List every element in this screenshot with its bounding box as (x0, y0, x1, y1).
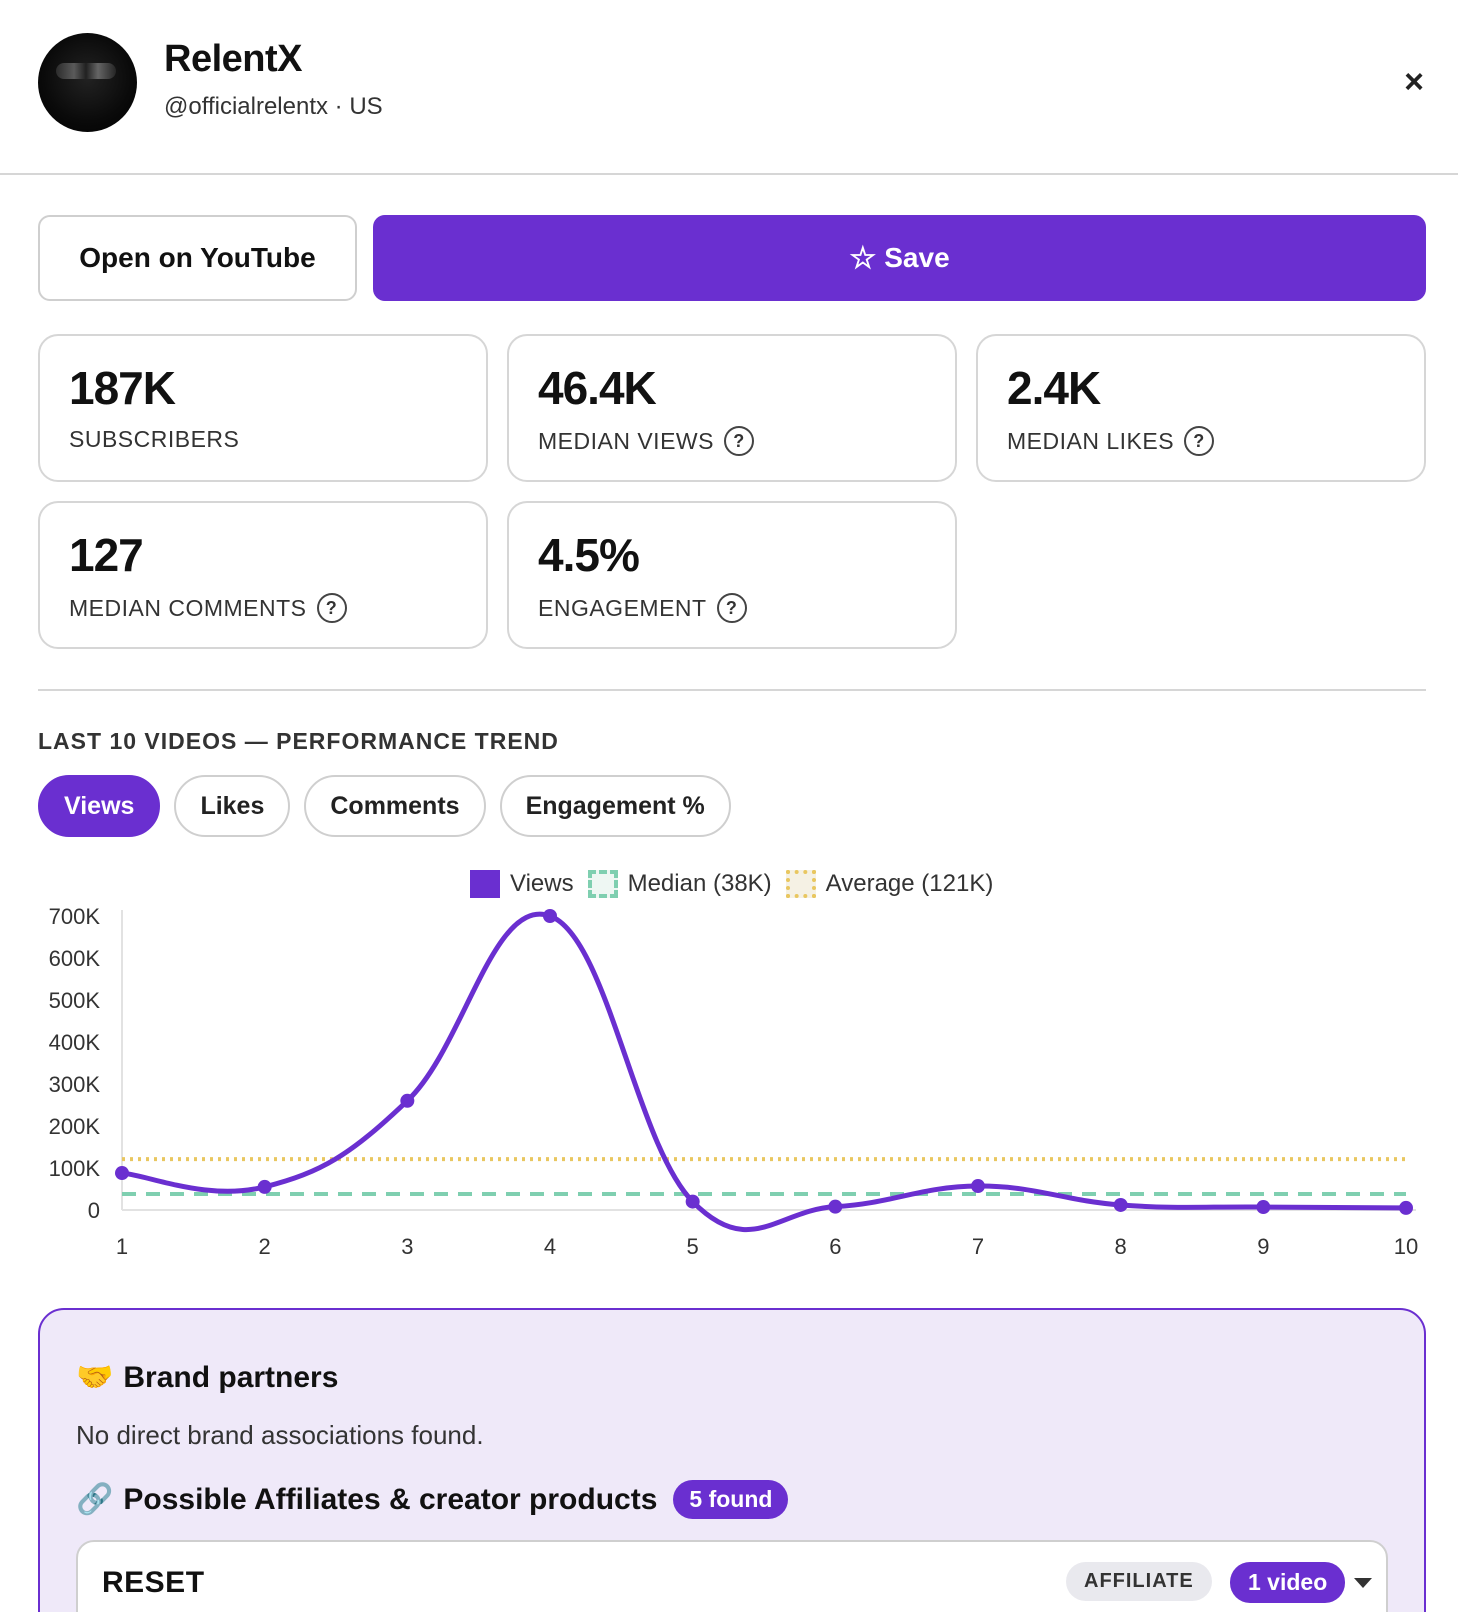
views-data-point (1399, 1200, 1413, 1215)
y-tick-label: 100K (49, 1156, 101, 1181)
y-tick-label: 0 (88, 1198, 100, 1223)
stat-value: 4.5% (538, 529, 640, 581)
brand-partners-text: No direct brand associations found. (76, 1420, 484, 1450)
found-count-badge: 5 found (673, 1480, 789, 1519)
close-icon[interactable]: × (1404, 63, 1424, 101)
stat-value: 46.4K (538, 362, 657, 414)
legend-label: Average (121K) (825, 870, 994, 897)
help-icon[interactable]: ? (723, 426, 754, 456)
stat-card-median-likes: 2.4K MEDIAN LIKES? (976, 334, 1426, 482)
stat-card-median-comments: 127 MEDIAN COMMENTS? (38, 501, 488, 649)
video-count-badge: 1 video (1230, 1562, 1346, 1603)
views-series-line (121, 911, 1407, 1232)
legend-item-median[interactable]: Median (38K) (587, 870, 772, 898)
x-tick-label: 1 (116, 1234, 128, 1259)
stat-value: 127 (69, 529, 144, 581)
help-icon[interactable]: ? (1184, 426, 1215, 456)
brand-partners-title: 🤝 Brand partners (76, 1360, 339, 1395)
x-tick-label: 4 (544, 1234, 556, 1259)
stat-label: MEDIAN LIKES (1007, 427, 1175, 454)
views-data-point (1256, 1200, 1271, 1215)
affiliate-type-badge: AFFILIATE (1066, 1562, 1212, 1601)
chevron-down-icon[interactable] (1354, 1578, 1372, 1588)
save-label: Save (884, 242, 950, 273)
affiliates-title: 🔗 Possible Affiliates & creator products… (76, 1480, 789, 1519)
save-button[interactable]: ☆ Save (373, 215, 1426, 301)
views-data-point (400, 1093, 415, 1108)
y-tick-label: 700K (49, 904, 101, 929)
y-tick-label: 300K (49, 1072, 101, 1097)
stat-label: MEDIAN VIEWS (538, 427, 714, 454)
chart-legend: Views Median (38K) Average (121K) (470, 870, 993, 898)
x-tick-label: 9 (1257, 1234, 1269, 1259)
stat-label: ENGAGEMENT (538, 594, 707, 621)
avatar (38, 33, 137, 132)
y-tick-label: 200K (49, 1114, 101, 1139)
affiliate-item[interactable]: RESET AFFILIATE 1 video (76, 1540, 1388, 1612)
tab-engagement[interactable]: Engagement % (499, 775, 731, 837)
x-tick-label: 2 (259, 1234, 271, 1259)
section-divider (38, 689, 1426, 691)
brand-partners-panel: 🤝 Brand partners No direct brand associa… (38, 1308, 1426, 1612)
x-tick-label: 8 (1115, 1234, 1127, 1259)
stat-value: 2.4K (1007, 362, 1101, 414)
metric-tabs: Views Likes Comments Engagement % (38, 775, 731, 837)
performance-chart: 0 100K 200K 300K 400K 500K 600K 700K 1 2 3 4 5 6 7 8 9 10 (49, 904, 1419, 1259)
x-tick-label: 5 (687, 1234, 699, 1259)
views-data-point (685, 1194, 700, 1209)
x-tick-label: 3 (401, 1234, 413, 1259)
stat-label: MEDIAN COMMENTS (69, 594, 307, 621)
views-data-point (257, 1179, 272, 1194)
stat-label: SUBSCRIBERS (69, 426, 240, 452)
views-data-point (115, 1166, 129, 1181)
x-tick-label: 7 (972, 1234, 984, 1259)
trend-section-title: LAST 10 VIDEOS — PERFORMANCE TREND (38, 728, 559, 754)
star-icon: ☆ (849, 241, 877, 275)
channel-handle: @officialrelentx · US (164, 93, 383, 120)
views-data-point (828, 1199, 843, 1214)
help-icon[interactable]: ? (316, 593, 347, 623)
y-tick-label: 500K (49, 988, 101, 1013)
stat-card-median-views: 46.4K MEDIAN VIEWS? (507, 334, 957, 482)
legend-label: Median (38K) (627, 870, 772, 897)
tab-comments[interactable]: Comments (304, 775, 486, 837)
stat-value: 187K (69, 362, 176, 414)
views-data-point (543, 909, 557, 923)
y-tick-label: 400K (49, 1030, 101, 1055)
open-on-youtube-button[interactable]: Open on YouTube (38, 215, 357, 301)
x-tick-label: 10 (1394, 1234, 1418, 1259)
link-icon: 🔗 (76, 1483, 114, 1516)
legend-item-average[interactable]: Average (121K) (785, 870, 994, 898)
legend-label: Views (510, 870, 574, 897)
tab-likes[interactable]: Likes (174, 775, 291, 837)
stat-card-subscribers: 187K SUBSCRIBERS (38, 334, 488, 482)
x-tick-label: 6 (829, 1234, 841, 1259)
stat-card-engagement: 4.5% ENGAGEMENT? (507, 501, 957, 649)
channel-name: RelentX (164, 38, 302, 80)
legend-item-views[interactable]: Views (470, 870, 574, 898)
profile-header: RelentX @officialrelentx · US × (0, 0, 1458, 175)
tab-views[interactable]: Views (38, 775, 161, 837)
views-data-point (971, 1179, 985, 1194)
affiliate-name: RESET (102, 1566, 205, 1599)
y-tick-label: 600K (49, 946, 101, 971)
handshake-icon: 🤝 (76, 1361, 114, 1394)
help-icon[interactable]: ? (716, 593, 747, 623)
views-data-point (1113, 1197, 1128, 1212)
